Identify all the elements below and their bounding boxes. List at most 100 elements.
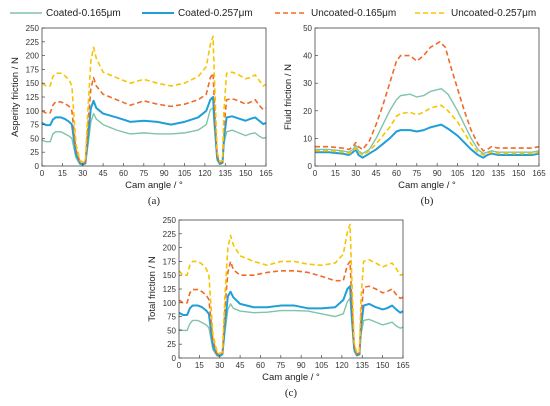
chart-b-xtick-label: 30 [351, 169, 360, 178]
chart-c-ytick-label: 225 [163, 230, 177, 239]
chart-b-xtick-label: 45 [372, 169, 381, 178]
chart-b-xtick-label: 90 [433, 169, 442, 178]
chart-a-xtick-label: 75 [139, 169, 148, 178]
legend-swatch-coated-0257 [142, 12, 174, 14]
chart-b-series-2 [315, 123, 540, 159]
chart-b-xtick-label: 15 [331, 169, 340, 178]
chart-c-xtick-label: 135 [356, 361, 370, 370]
chart-a-ytick-label: 200 [26, 52, 40, 61]
chart-b-panel-label: (b) [421, 195, 434, 207]
chart-c-ytick-label: 75 [167, 313, 176, 322]
chart-b-series-4 [315, 104, 540, 156]
chart-b-ytick-label: 50 [303, 24, 312, 33]
legend-item-coated-0257: Coated-0.257μm [142, 6, 253, 20]
chart-b-xtick-label: 75 [412, 169, 421, 178]
legend-item-coated-0165: Coated-0.165μm [10, 6, 121, 20]
chart-a-series-4 [41, 35, 267, 163]
chart-a-xtick-label: 0 [40, 169, 45, 178]
chart-a-xtick-label: 90 [160, 169, 169, 178]
chart-a-ytick-label: 50 [30, 134, 39, 143]
chart-c-ytick-label: 175 [163, 257, 177, 266]
chart-c-ytick-label: 150 [163, 271, 177, 280]
chart-a-xtick-label: 30 [78, 169, 87, 178]
chart-a-xtick-label: 105 [178, 169, 192, 178]
chart-b-ytick-label: 40 [303, 52, 312, 61]
chart-b-xtick-label: 105 [451, 169, 465, 178]
legend-label-coated-0257: Coated-0.257μm [178, 7, 253, 19]
chart-c-xtick-label: 90 [297, 361, 306, 370]
chart-a-series-1 [41, 107, 267, 166]
chart-a-ytick-label: 150 [26, 79, 40, 88]
chart-c-xlabel: Cam angle / ° [262, 372, 320, 383]
chart-c-xtick-label: 105 [315, 361, 329, 370]
chart-c: 0 15 30 45 60 75 90 105 120 135 150 165 0 25 50 75 100 12… [147, 216, 410, 399]
chart-c-ytick-label: 50 [167, 326, 176, 335]
legend: Coated-0.165μm Coated-0.257μm Uncoated-0… [0, 0, 550, 26]
chart-a-ytick-label: 25 [30, 148, 39, 157]
chart-b-xtick-label: 165 [532, 169, 546, 178]
chart-a-xtick-label: 45 [99, 169, 108, 178]
chart-c-xtick-label: 60 [256, 361, 265, 370]
chart-a-ytick-label: 225 [26, 38, 40, 47]
chart-a-ytick-label: 100 [26, 107, 40, 116]
legend-label-uncoated-0165: Uncoated-0.165μm [311, 7, 397, 19]
chart-c-xtick-label: 45 [236, 361, 245, 370]
chart-a-ytick-label: 250 [26, 24, 40, 33]
chart-a-xtick-label: 120 [198, 169, 212, 178]
chart-c-ytick-label: 125 [163, 285, 177, 294]
chart-a-series-3 [41, 72, 267, 165]
chart-b-xtick-label: 150 [512, 169, 526, 178]
chart-b-xtick-label: 0 [313, 169, 318, 178]
chart-c-xtick-label: 75 [276, 361, 285, 370]
legend-item-uncoated-0257: Uncoated-0.257μm [415, 6, 536, 20]
chart-b-xtick-label: 135 [492, 169, 506, 178]
chart-c-xtick-label: 120 [335, 361, 349, 370]
chart-a-series-2 [41, 96, 267, 166]
chart-b-series-1 [315, 88, 540, 155]
chart-a-ytick-label: 125 [26, 93, 40, 102]
chart-c-ylabel: Total friction / N [147, 256, 158, 322]
chart-c-series-1 [178, 297, 404, 358]
chart-c-xtick-label: 150 [376, 361, 390, 370]
legend-swatch-uncoated-0165 [275, 12, 307, 14]
chart-a-xtick-label: 60 [119, 169, 128, 178]
chart-a-xtick-label: 135 [219, 169, 233, 178]
chart-b-ytick-label: 0 [308, 162, 313, 171]
chart-b-series-3 [315, 41, 540, 152]
chart-c-ytick-label: 250 [163, 216, 177, 225]
legend-item-uncoated-0165: Uncoated-0.165μm [275, 6, 396, 20]
legend-label-uncoated-0257: Uncoated-0.257μm [451, 7, 537, 19]
chart-a-ytick-label: 75 [30, 121, 39, 130]
chart-c-xtick-label: 0 [177, 361, 182, 370]
legend-swatch-uncoated-0257 [415, 12, 447, 14]
chart-a-panel-label: (a) [148, 195, 161, 207]
chart-a-ytick-label: 0 [35, 162, 40, 171]
chart-b-ytick-label: 20 [303, 107, 312, 116]
chart-c-xtick-label: 165 [396, 361, 410, 370]
chart-a-xtick-label: 15 [58, 169, 67, 178]
legend-swatch-coated-0165 [10, 12, 42, 14]
chart-a-xlabel: Cam angle / ° [125, 180, 183, 191]
chart-b-xtick-label: 60 [392, 169, 401, 178]
chart-c-ytick-label: 25 [167, 340, 176, 349]
chart-c-xtick-label: 15 [195, 361, 204, 370]
chart-c-ytick-label: 200 [163, 244, 177, 253]
chart-a-ytick-label: 175 [26, 65, 40, 74]
legend-label-coated-0165: Coated-0.165μm [46, 7, 121, 19]
chart-b: 0 15 30 45 60 75 90 105 120 135 150 165 0 10 20 30 40 50 C… [283, 24, 546, 207]
chart-c-panel-label: (c) [285, 387, 298, 399]
chart-b-xtick-label: 120 [471, 169, 485, 178]
chart-c-series-4 [178, 223, 404, 355]
chart-c-ytick-label: 100 [163, 299, 177, 308]
chart-c-xtick-label: 30 [215, 361, 224, 370]
chart-b-ytick-label: 30 [303, 79, 312, 88]
chart-a-xtick-label: 165 [259, 169, 273, 178]
chart-c-series-2 [178, 285, 404, 357]
chart-c-ytick-label: 0 [172, 354, 177, 363]
chart-b-ytick-label: 10 [303, 134, 312, 143]
chart-b-xlabel: Cam angle / ° [398, 180, 456, 191]
chart-b-frame [314, 27, 540, 167]
chart-a-xtick-label: 150 [239, 169, 253, 178]
chart-a: 0 15 30 45 60 75 90 105 120 135 150 165 0 25 50 75 100 12… [10, 24, 273, 207]
chart-b-ylabel: Fluid friction / N [283, 64, 294, 130]
